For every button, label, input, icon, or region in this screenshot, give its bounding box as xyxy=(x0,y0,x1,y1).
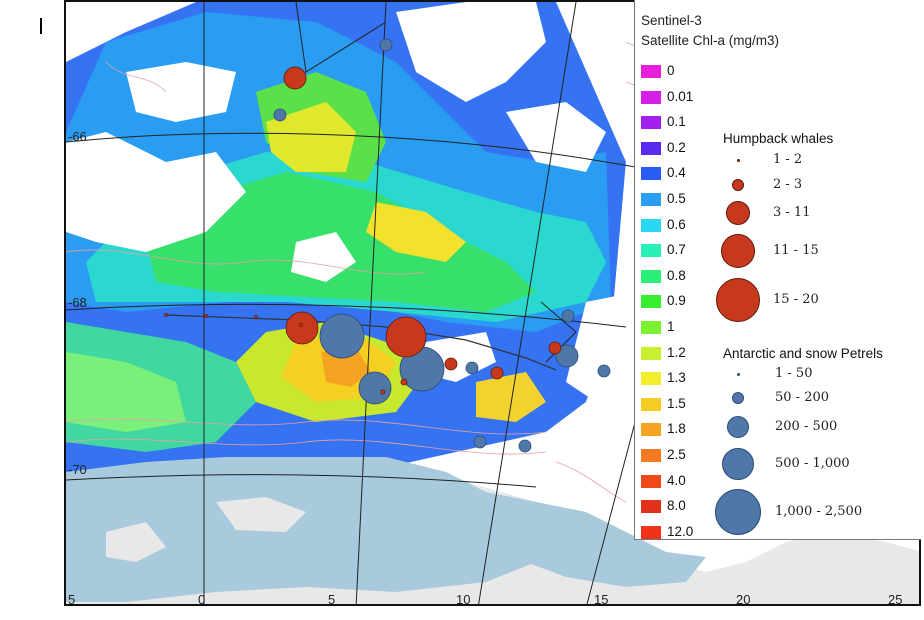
chl-swatch xyxy=(641,397,661,411)
chl-class-label: 0.8 xyxy=(667,267,686,283)
chl-swatch xyxy=(641,449,661,462)
whale-symbols xyxy=(164,66,562,395)
whale-class-label: 2 - 3 xyxy=(773,177,803,192)
chl-swatch xyxy=(641,65,661,78)
chl-class-label: 1.3 xyxy=(667,370,686,386)
whale-symbol xyxy=(726,201,750,225)
chl-swatch xyxy=(641,372,661,386)
whale-symbol xyxy=(736,158,740,162)
stray-mark xyxy=(40,18,42,34)
chl-class-label: 0.4 xyxy=(667,165,686,181)
chl-swatch xyxy=(641,218,661,232)
lon-label-0: 0 xyxy=(198,592,206,606)
whale-class-label: 1 - 2 xyxy=(773,152,803,167)
whale-class-label: 15 - 20 xyxy=(773,292,819,307)
petrel-symbols xyxy=(273,38,611,453)
chl-swatch xyxy=(641,269,661,283)
chl-class-label: 0.6 xyxy=(667,216,686,232)
chl-class-label: 0.9 xyxy=(667,293,686,309)
chl-swatch xyxy=(641,90,661,104)
chl-class-label: 0.01 xyxy=(667,88,694,104)
petrel-class-label: 50 - 200 xyxy=(775,390,830,405)
whale-class-label: 11 - 15 xyxy=(773,243,819,258)
whale-symbol xyxy=(732,179,744,191)
chl-swatch xyxy=(641,500,661,514)
lat-label-66: -66 xyxy=(68,129,87,144)
lat-label-68: -68 xyxy=(68,295,87,310)
petrel-symbol xyxy=(715,489,761,535)
chl-swatch xyxy=(641,116,661,130)
chl-class-label: 0.1 xyxy=(667,114,686,130)
chl-swatch xyxy=(641,244,661,258)
petrel-class-label: 500 - 1,000 xyxy=(775,456,850,471)
whale-class-label: 3 - 11 xyxy=(773,205,811,220)
chl-legend-title-line1: Sentinel-3 xyxy=(641,13,702,28)
chl-class-label: 0.7 xyxy=(667,242,686,258)
chl-class-label: 0 xyxy=(667,63,675,78)
petrel-symbol xyxy=(722,448,754,480)
whales-legend-title: Humpback whales xyxy=(723,131,834,146)
petrel-symbol xyxy=(736,372,740,376)
petrel-symbol xyxy=(727,416,749,438)
chl-swatch xyxy=(641,167,661,181)
lat-label-70: -70 xyxy=(68,462,87,477)
petrel-class-label: 200 - 500 xyxy=(775,419,838,434)
whale-symbol xyxy=(721,234,755,268)
chl-swatch xyxy=(641,193,661,206)
chl-class-label: 0.5 xyxy=(667,191,686,206)
whale-symbol xyxy=(716,278,760,322)
chl-swatch xyxy=(641,321,661,334)
lon-label-15: 15 xyxy=(594,592,609,606)
lon-label-5w: 5 xyxy=(68,592,76,606)
chl-swatch xyxy=(641,474,661,488)
chl-swatch xyxy=(641,423,661,437)
chl-class-label: 8.0 xyxy=(667,498,686,514)
chl-class-label: 2.5 xyxy=(667,447,686,462)
chl-swatch xyxy=(641,525,661,539)
chl-swatch xyxy=(641,346,661,360)
lon-label-25: 25 xyxy=(888,592,903,606)
chl-class-label: 4.0 xyxy=(667,472,686,488)
petrel-class-label: 1 - 50 xyxy=(775,366,813,381)
chl-class-label: 1.5 xyxy=(667,395,686,411)
chl-class-label: 1.8 xyxy=(667,421,686,437)
land-mass xyxy=(66,457,919,604)
petrel-symbol xyxy=(732,392,744,404)
lon-label-20: 20 xyxy=(736,592,751,606)
chl-swatch xyxy=(641,141,661,155)
petrel-class-label: 1,000 - 2,500 xyxy=(775,504,863,519)
chl-class-label: 0.2 xyxy=(667,139,686,155)
chl-class-label: 1 xyxy=(667,319,675,334)
lon-label-5e: 5 xyxy=(328,592,336,606)
chl-class-label: 12.0 xyxy=(667,523,694,539)
chl-swatch xyxy=(641,295,661,309)
chl-class-label: 1.2 xyxy=(667,344,686,360)
chl-legend-title-line2: Satellite Chl-a (mg/m3) xyxy=(641,33,780,48)
map-legend: Sentinel-3 Satellite Chl-a (mg/m3) 0 0.01… xyxy=(634,0,921,540)
petrels-legend-title: Antarctic and snow Petrels xyxy=(723,346,883,361)
lon-label-10: 10 xyxy=(456,592,471,606)
